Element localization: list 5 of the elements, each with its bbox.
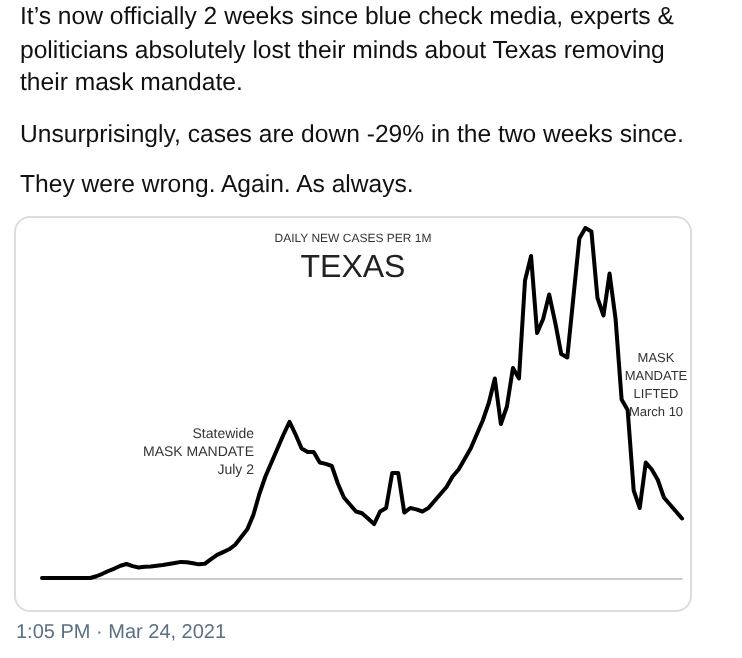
text: It’s now officially 2 weeks since blue check media, experts & politicians absolutely lost their minds about Texas removing their mask mandate. — [20, 0, 676, 99]
text: 1:05 PM · Mar 24, 2021 — [16, 622, 227, 644]
text: They were wrong. Again. As always. — [20, 168, 416, 201]
text: Unsurprisingly, cases are down -29% in the two weeks since. — [20, 117, 686, 150]
text: TEXAS — [300, 251, 406, 285]
